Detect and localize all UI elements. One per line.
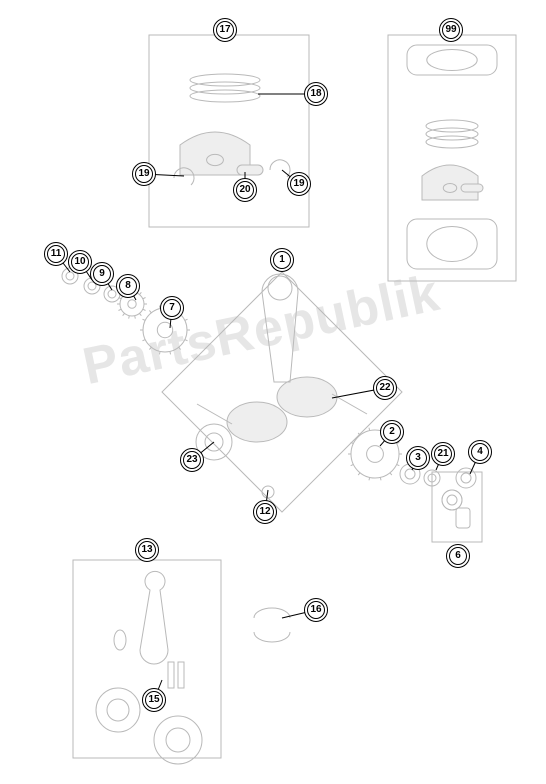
line-art [0,0,546,784]
diagram-stage: PartsRepublik 17991819201911109871222321… [0,0,546,784]
